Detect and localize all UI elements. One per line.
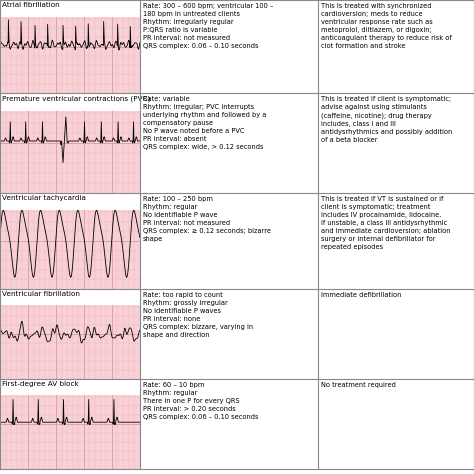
Text: Immediate defibrillation: Immediate defibrillation (320, 292, 401, 298)
Bar (0, 289, 140, 379)
Bar (0, 193, 140, 289)
Bar (140, 379, 318, 469)
Text: This is treated if client is symptomatic;
advise against using stimulants
(caffe: This is treated if client is symptomatic… (320, 96, 452, 143)
Text: Ventricular fibrillation: Ventricular fibrillation (2, 291, 80, 297)
Bar (318, 289, 474, 379)
Bar (0, 93, 140, 111)
Text: Rate: 60 – 10 bpm
Rhythm: regular
There in one P for every QRS
PR interval: > 0.: Rate: 60 – 10 bpm Rhythm: regular There … (143, 382, 258, 420)
Bar (0, 193, 140, 210)
Bar (318, 193, 474, 289)
Text: Premature ventricular contractions (PVC): Premature ventricular contractions (PVC) (2, 95, 150, 101)
Text: Rate: 100 – 250 bpm
Rhythm: regular
No identifiable P wave
PR interval: not meas: Rate: 100 – 250 bpm Rhythm: regular No i… (143, 196, 271, 242)
Bar (0, 0, 140, 17)
Text: Rate: 300 – 600 bpm; ventricular 100 –
180 bpm in untreated clients
Rhythm: irre: Rate: 300 – 600 bpm; ventricular 100 – 1… (143, 3, 273, 49)
Bar (140, 289, 318, 379)
Text: Atrial fibrillation: Atrial fibrillation (2, 2, 60, 8)
Bar (318, 0, 474, 93)
Bar (0, 379, 140, 469)
Bar (0, 93, 140, 193)
Text: First-degree AV block: First-degree AV block (2, 381, 79, 387)
Text: Rate: variable
Rhythm: irregular; PVC interrupts
underlying rhythm and followed : Rate: variable Rhythm: irregular; PVC in… (143, 96, 266, 150)
Bar (140, 93, 318, 193)
Text: Ventricular tachycardia: Ventricular tachycardia (2, 195, 86, 201)
Bar (140, 0, 318, 93)
Bar (140, 193, 318, 289)
Text: This is treated with synchronized
cardioversion; meds to reduce
ventricular resp: This is treated with synchronized cardio… (320, 3, 451, 49)
Bar (318, 379, 474, 469)
Bar (0, 289, 140, 305)
Bar (0, 0, 140, 93)
Text: This is treated if VT is sustained or if
client is symptomatic; treatment
includ: This is treated if VT is sustained or if… (320, 196, 450, 250)
Text: No treatment required: No treatment required (320, 382, 395, 388)
Bar (0, 379, 140, 395)
Bar (318, 93, 474, 193)
Text: Rate: too rapid to count
Rhythm: grossly irregular
No identifiable P waves
PR in: Rate: too rapid to count Rhythm: grossly… (143, 292, 253, 338)
